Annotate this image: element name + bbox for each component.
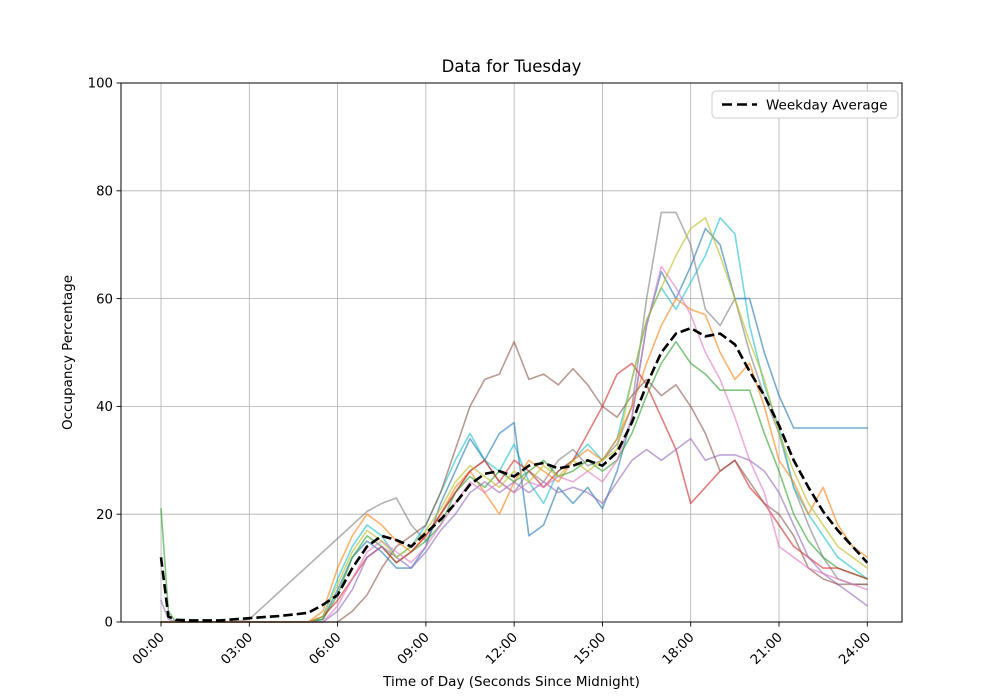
x-tick-label: 18:00 bbox=[660, 630, 698, 668]
y-tick-label: 100 bbox=[88, 77, 113, 92]
chart-title: Data for Tuesday bbox=[442, 57, 582, 76]
x-tick-label: 06:00 bbox=[307, 630, 345, 668]
y-axis-label: Occupancy Percentage bbox=[60, 275, 76, 430]
legend-entry-weekday-average: Weekday Average bbox=[766, 98, 888, 114]
x-tick-label: 03:00 bbox=[218, 630, 256, 668]
y-tick-label: 20 bbox=[96, 508, 113, 523]
x-axis-ticks: 00:00 03:00 06:00 09:00 12:00 15:00 18:00 21:00… bbox=[130, 622, 874, 668]
plot-border bbox=[120, 82, 903, 623]
weekday-average-line bbox=[159, 326, 869, 622]
weekday-average-layer bbox=[159, 326, 869, 622]
x-axis-label: Time of Day (Seconds Since Midnight) bbox=[382, 674, 640, 690]
y-tick-label: 80 bbox=[96, 185, 113, 200]
legend: Weekday Average bbox=[711, 90, 899, 119]
y-tick-label: 60 bbox=[96, 292, 113, 307]
x-tick-label: 00:00 bbox=[130, 630, 168, 668]
x-tick-label: 15:00 bbox=[572, 630, 610, 668]
x-tick-label: 21:00 bbox=[748, 630, 786, 668]
x-tick-label: 09:00 bbox=[395, 630, 433, 668]
y-axis-ticks: 0 20 40 60 80 100 bbox=[88, 77, 121, 631]
grid-lines bbox=[121, 82, 902, 623]
x-tick-label: 12:00 bbox=[483, 630, 521, 668]
x-tick-label: 24:00 bbox=[836, 630, 874, 668]
legend-box bbox=[711, 90, 899, 119]
y-tick-label: 0 bbox=[105, 616, 113, 631]
y-tick-label: 40 bbox=[96, 400, 113, 415]
